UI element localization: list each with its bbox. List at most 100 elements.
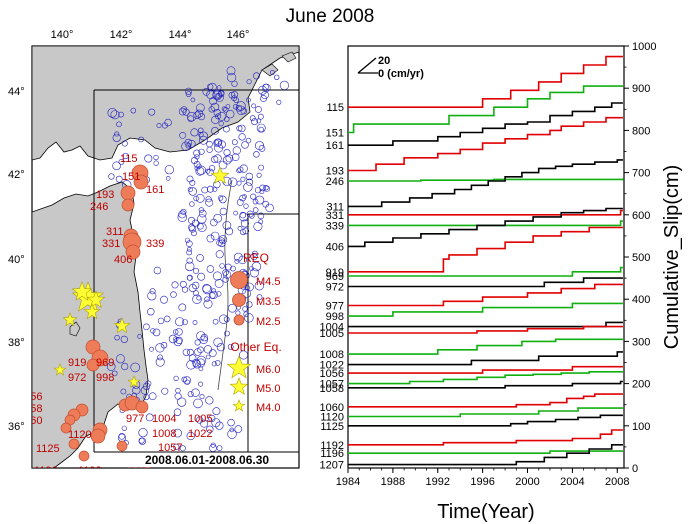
map-lat-ticks: 44° 42° 40° 38° 36° [8, 86, 25, 433]
small-eq-marker [175, 317, 185, 327]
legend-req-m35: M3.5 [256, 296, 280, 308]
small-eq-marker [180, 208, 187, 215]
small-eq-marker [227, 418, 235, 427]
small-eq-marker [217, 140, 226, 149]
small-eq-marker [241, 141, 249, 149]
y-tick-label: 900 [632, 83, 650, 95]
small-eq-marker [230, 265, 236, 272]
small-eq-marker [218, 314, 229, 324]
small-eq-marker [160, 295, 168, 304]
small-eq-marker [209, 97, 217, 105]
station-label: 1120 [68, 429, 92, 441]
small-eq-marker [145, 413, 154, 422]
small-eq-marker [186, 274, 193, 281]
small-eq-marker [147, 308, 155, 316]
small-eq-marker [258, 145, 266, 152]
small-eq-marker [108, 173, 115, 180]
series-label-339: 339 [326, 220, 344, 232]
small-eq-marker [213, 337, 223, 347]
series-label-1005: 1005 [320, 328, 344, 340]
small-eq-marker [184, 379, 190, 385]
small-eq-marker [160, 342, 168, 349]
small-eq-marker [249, 213, 255, 219]
station-label: 1207 [126, 466, 150, 478]
small-eq-marker [231, 80, 238, 87]
series-label-1022: 1022 [320, 360, 344, 372]
small-eq-marker [186, 257, 193, 264]
small-eq-marker [257, 85, 267, 95]
series-label-1057: 1057 [320, 379, 344, 391]
date-range: 2008.06.01-2008.06.30 [145, 453, 269, 467]
small-eq-marker [205, 354, 211, 360]
small-eq-marker [202, 88, 211, 96]
small-eq-marker [118, 158, 125, 165]
small-eq-marker [216, 343, 225, 352]
small-eq-marker [143, 394, 150, 401]
small-eq-marker [251, 118, 258, 126]
figure-title: June 2008 [286, 6, 375, 27]
small-eq-marker [241, 288, 251, 299]
small-eq-marker [164, 165, 174, 175]
small-eq-marker [235, 105, 243, 112]
legend-star-symbols [226, 355, 252, 412]
small-eq-marker [186, 431, 195, 441]
series-label-1058: 1058 [320, 383, 344, 395]
small-eq-marker [187, 187, 193, 193]
small-eq-marker [188, 216, 196, 224]
small-eq-marker [186, 175, 194, 183]
station-label: 339 [146, 238, 164, 250]
small-eq-marker [210, 102, 220, 112]
small-eq-marker [225, 104, 231, 109]
small-eq-marker [196, 331, 206, 341]
small-eq-marker [116, 121, 122, 128]
station-marker [86, 358, 100, 372]
small-eq-marker [243, 311, 249, 317]
series-line-1125 [348, 414, 623, 427]
small-eq-marker [212, 89, 222, 100]
small-eq-marker [274, 74, 280, 81]
small-eq-marker [106, 362, 116, 371]
small-eq-marker [193, 111, 201, 119]
series-label-972: 972 [326, 282, 344, 294]
small-eq-marker [257, 212, 265, 220]
lon-tick-144: 144° [169, 29, 192, 41]
small-eq-marker [200, 419, 209, 428]
small-eq-marker [250, 268, 260, 278]
small-eq-marker [244, 285, 251, 291]
scale-bar-unit: 0 (cm/yr) [378, 68, 424, 80]
small-eq-marker [201, 186, 209, 194]
small-eq-marker [152, 328, 161, 337]
other-eq-star [210, 166, 230, 184]
y-tick-label: 600 [632, 210, 650, 222]
small-eq-marker [208, 106, 215, 113]
small-eq-marker [242, 194, 247, 199]
small-eq-marker [206, 234, 215, 243]
small-eq-marker [245, 97, 251, 103]
small-eq-marker [192, 294, 202, 304]
small-eq-marker [112, 133, 121, 142]
small-eq-marker [175, 328, 183, 336]
small-eq-marker [168, 334, 178, 344]
small-eq-marker [155, 357, 165, 367]
small-eq-marker [227, 343, 234, 350]
small-eq-marker [231, 139, 238, 146]
series-label-115: 115 [326, 102, 344, 114]
series-label-311: 311 [326, 201, 344, 213]
legend-req-m25: M2.5 [256, 316, 280, 328]
small-eq-marker [237, 225, 243, 231]
other-eq-star [127, 375, 141, 388]
small-eq-marker [185, 91, 192, 97]
small-eq-marker [245, 178, 254, 186]
small-eq-marker [165, 176, 171, 181]
small-eq-marker [242, 227, 250, 235]
small-eq-marker [263, 185, 271, 192]
small-eq-marker [200, 333, 209, 342]
y-tick-label: 700 [632, 168, 650, 180]
small-eq-marker [118, 111, 124, 118]
small-eq-marker [143, 382, 151, 391]
station-marker [116, 440, 128, 452]
small-eq-marker [197, 222, 207, 232]
small-eq-marker [210, 231, 220, 241]
series-line-1207 [348, 444, 623, 466]
small-eq-marker [243, 203, 249, 209]
